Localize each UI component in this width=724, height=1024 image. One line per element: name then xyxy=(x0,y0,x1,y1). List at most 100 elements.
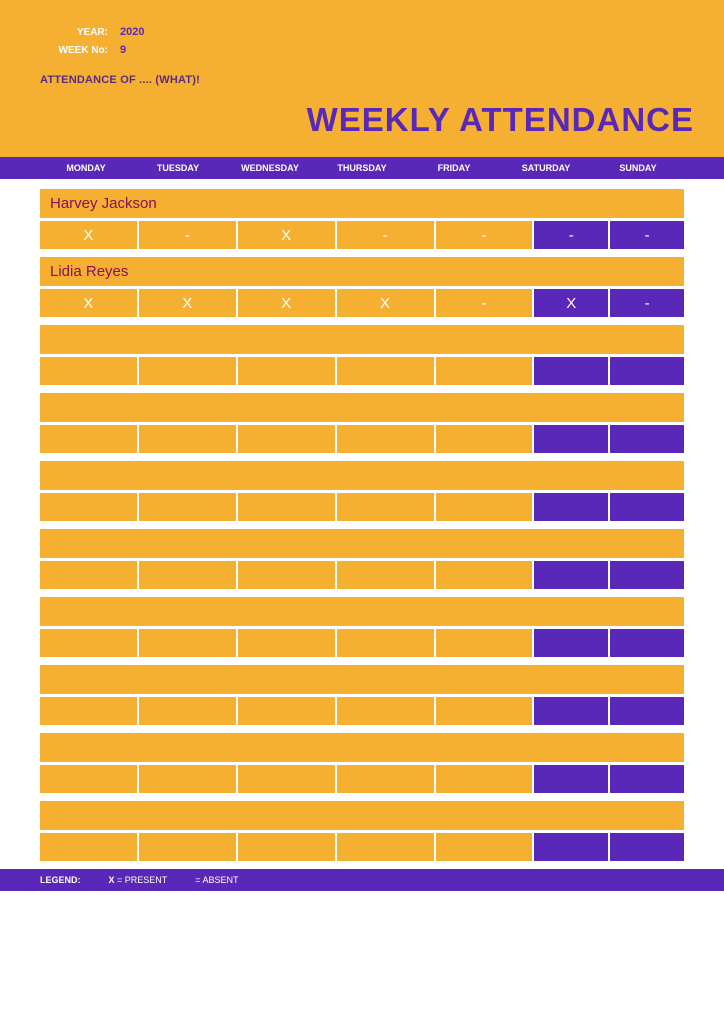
attendance-cell xyxy=(337,833,434,861)
attendance-cell xyxy=(40,833,137,861)
attendance-cell xyxy=(534,357,608,385)
attendance-cell: X xyxy=(337,289,434,317)
attendance-cell xyxy=(534,833,608,861)
subtitle: ATTENDANCE OF .... (WHAT)! xyxy=(40,74,684,86)
attendance-cell: X xyxy=(40,221,137,249)
attendance-cell: X xyxy=(139,289,236,317)
attendance-cell xyxy=(610,357,684,385)
attendance-cell: - xyxy=(337,221,434,249)
attendance-row xyxy=(40,629,684,657)
attendance-cell xyxy=(40,425,137,453)
attendance-cell xyxy=(238,629,335,657)
attendance-cell xyxy=(436,833,533,861)
week-row: WEEK No: 9 xyxy=(40,44,684,56)
attendance-cell xyxy=(337,425,434,453)
attendance-cell xyxy=(436,629,533,657)
attendance-cell xyxy=(139,561,236,589)
person-block xyxy=(40,325,684,385)
attendance-cell xyxy=(238,697,335,725)
attendance-cell xyxy=(610,697,684,725)
person-name xyxy=(40,801,684,830)
attendance-cell xyxy=(238,765,335,793)
person-name xyxy=(40,529,684,558)
person-block xyxy=(40,529,684,589)
attendance-row: X-X---- xyxy=(40,221,684,249)
attendance-cell xyxy=(40,765,137,793)
attendance-cell xyxy=(139,765,236,793)
attendance-row xyxy=(40,697,684,725)
year-value: 2020 xyxy=(120,26,144,38)
attendance-cell xyxy=(40,357,137,385)
person-name xyxy=(40,665,684,694)
attendance-cell xyxy=(40,629,137,657)
attendance-cell xyxy=(610,425,684,453)
attendance-cell xyxy=(139,493,236,521)
person-block xyxy=(40,733,684,793)
attendance-cell xyxy=(139,425,236,453)
attendance-cell xyxy=(610,493,684,521)
year-row: YEAR: 2020 xyxy=(40,26,684,38)
attendance-cell xyxy=(534,561,608,589)
day-head-tuesday: TUESDAY xyxy=(132,163,224,173)
attendance-cell xyxy=(337,357,434,385)
attendance-cell: - xyxy=(534,221,608,249)
week-value: 9 xyxy=(120,44,126,56)
attendance-cell xyxy=(534,765,608,793)
content: Harvey JacksonX-X----Lidia ReyesXXXX-X- xyxy=(0,179,724,861)
attendance-cell xyxy=(436,357,533,385)
person-name xyxy=(40,461,684,490)
legend-label: LEGEND: xyxy=(40,875,81,885)
attendance-cell xyxy=(436,765,533,793)
attendance-cell xyxy=(337,697,434,725)
person-block xyxy=(40,597,684,657)
attendance-cell xyxy=(337,629,434,657)
person-name: Lidia Reyes xyxy=(40,257,684,286)
attendance-cell xyxy=(337,561,434,589)
attendance-row xyxy=(40,561,684,589)
day-head-thursday: THURSDAY xyxy=(316,163,408,173)
legend-present: X = PRESENT xyxy=(109,875,168,885)
attendance-cell xyxy=(238,357,335,385)
person-block xyxy=(40,461,684,521)
person-name xyxy=(40,325,684,354)
person-block xyxy=(40,801,684,861)
attendance-cell: - xyxy=(610,221,684,249)
attendance-cell: - xyxy=(436,289,533,317)
attendance-cell xyxy=(610,765,684,793)
legend-absent: = ABSENT xyxy=(195,875,238,885)
attendance-cell xyxy=(139,833,236,861)
attendance-cell xyxy=(436,561,533,589)
attendance-cell xyxy=(534,425,608,453)
attendance-cell xyxy=(534,629,608,657)
day-head-saturday: SATURDAY xyxy=(500,163,592,173)
week-label: WEEK No: xyxy=(40,45,120,56)
attendance-cell xyxy=(139,629,236,657)
attendance-cell xyxy=(436,493,533,521)
attendance-cell xyxy=(238,561,335,589)
attendance-cell xyxy=(337,493,434,521)
attendance-cell xyxy=(436,425,533,453)
attendance-cell xyxy=(534,697,608,725)
day-head-sunday: SUNDAY xyxy=(592,163,684,173)
person-name xyxy=(40,733,684,762)
legend: LEGEND: X = PRESENT = ABSENT xyxy=(0,869,724,891)
attendance-cell xyxy=(40,561,137,589)
person-block: Lidia Reyes XXXX-X- xyxy=(40,257,684,317)
day-head-friday: FRIDAY xyxy=(408,163,500,173)
attendance-row xyxy=(40,357,684,385)
day-head-wednesday: WEDNESDAY xyxy=(224,163,316,173)
attendance-cell xyxy=(40,493,137,521)
header: YEAR: 2020 WEEK No: 9 ATTENDANCE OF ....… xyxy=(0,0,724,157)
attendance-cell xyxy=(238,425,335,453)
person-block xyxy=(40,665,684,725)
person-block: Harvey JacksonX-X---- xyxy=(40,189,684,249)
person-name xyxy=(40,393,684,422)
attendance-cell: - xyxy=(436,221,533,249)
attendance-cell: X xyxy=(40,289,137,317)
attendance-row: XXXX-X- xyxy=(40,289,684,317)
attendance-cell: X xyxy=(534,289,608,317)
attendance-cell xyxy=(610,833,684,861)
attendance-row xyxy=(40,425,684,453)
person-block xyxy=(40,393,684,453)
attendance-cell xyxy=(337,765,434,793)
